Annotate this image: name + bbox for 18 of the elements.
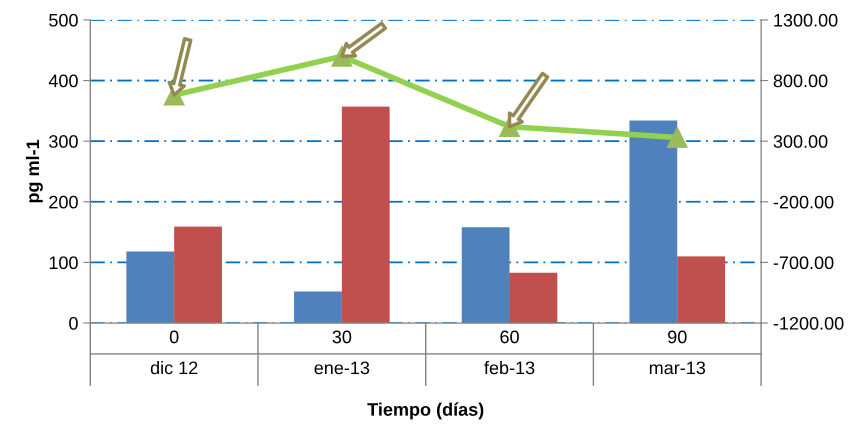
y-tick-label: 100 bbox=[50, 256, 78, 270]
y2-tick-label: 800.00 bbox=[774, 74, 828, 88]
y-axis-title: pg ml-1 bbox=[26, 140, 43, 202]
y-tick-label: 300 bbox=[49, 135, 78, 148]
y2-tick-label: -200.00 bbox=[774, 196, 834, 208]
y2-tick-label: 1300.00 bbox=[774, 14, 838, 27]
y2-tick-label: 300.00 bbox=[774, 135, 828, 148]
y-tick-label: 500 bbox=[49, 14, 78, 27]
y-tick-label: 400 bbox=[48, 74, 78, 88]
x-axis-title: Tiempo (días) bbox=[367, 402, 484, 420]
y-tick-label: 0 bbox=[69, 316, 78, 330]
y2-tick-label: -700.00 bbox=[774, 256, 834, 270]
y-tick-label: 200 bbox=[49, 196, 78, 208]
y2-tick-label: -1200.00 bbox=[774, 316, 844, 330]
x-tick-label: 0 dic 12 bbox=[150, 330, 198, 374]
x-tick-label: 60 feb-13 bbox=[484, 330, 534, 374]
x-tick-label: 30 ene-13 bbox=[314, 330, 370, 374]
x-tick-label: 90 mar-13 bbox=[650, 330, 706, 374]
